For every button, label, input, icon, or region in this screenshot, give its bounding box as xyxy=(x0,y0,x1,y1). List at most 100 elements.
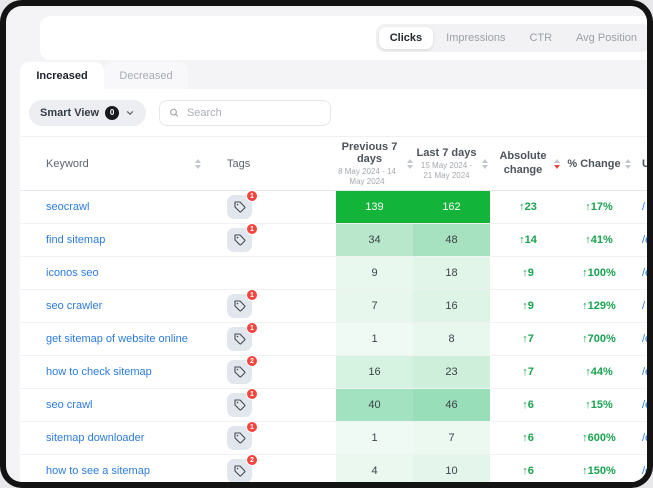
tag-count-badge: 1 xyxy=(246,223,258,235)
table-card: Smart View 0 Keyword Tags xyxy=(20,89,647,482)
tab-decreased[interactable]: Decreased xyxy=(104,62,188,89)
absolute-change-cell: ↑6 xyxy=(522,432,534,444)
smart-view-label: Smart View xyxy=(40,106,100,119)
last-value-cell: 162 xyxy=(413,191,490,223)
column-header-last[interactable]: Last 7 days 15 May 2024 - 21 May 2024 xyxy=(413,137,490,190)
url-link[interactable]: /en xyxy=(632,455,647,482)
tab-increased[interactable]: Increased xyxy=(20,62,104,89)
absolute-change-cell: ↑6 xyxy=(522,465,534,477)
tag-icon xyxy=(233,201,245,213)
tags-cell: 2 xyxy=(211,355,336,388)
last-header-label: Last 7 days xyxy=(416,146,477,159)
column-header-absolute-change[interactable]: Absolute change xyxy=(490,137,566,190)
keyword-link[interactable]: how to see a sitemap xyxy=(46,465,150,477)
url-link[interactable]: /en xyxy=(632,323,647,355)
last-value-cell: 10 xyxy=(413,455,490,482)
previous-value-cell: 1 xyxy=(336,323,413,355)
url-text: / xyxy=(642,201,646,213)
percent-change-cell: ↑15% xyxy=(585,399,613,411)
url-text: /en xyxy=(642,399,647,411)
percent-change-cell: ↑41% xyxy=(585,234,613,246)
toolbar: Clicks Impressions CTR Avg Position xyxy=(40,16,647,60)
keyword-link[interactable]: get sitemap of website online xyxy=(46,333,188,345)
tags-cell: 2 xyxy=(211,454,336,482)
sort-icon-keyword xyxy=(195,158,201,169)
absolute-change-cell: ↑7 xyxy=(522,366,534,378)
tag-button[interactable]: 2 xyxy=(227,355,258,384)
keyword-link[interactable]: seo crawl xyxy=(46,399,93,411)
percent-change-cell: ↑700% xyxy=(582,333,616,345)
absolute-change-cell: ↑7 xyxy=(522,333,534,345)
search-box xyxy=(159,99,332,126)
absolute-change-cell: ↑9 xyxy=(522,267,534,279)
last-header-range: 15 May 2024 - 21 May 2024 xyxy=(420,160,473,180)
keyword-link[interactable]: seo crawler xyxy=(46,300,103,312)
url-link[interactable]: /en xyxy=(632,224,647,256)
last-value-cell: 7 xyxy=(413,422,490,454)
smart-view-count-badge: 0 xyxy=(105,105,120,120)
tags-cell: 1 xyxy=(211,322,336,355)
search-icon xyxy=(170,108,179,117)
table-header: Keyword Tags Previous 7 days 8 May 2024 … xyxy=(20,136,647,191)
previous-header-label: Previous 7 days xyxy=(341,140,398,165)
table-row: iconos seo 9 18 ↑9 ↑100% /em xyxy=(20,257,647,290)
keyword-link[interactable]: how to check sitemap xyxy=(46,366,152,378)
column-header-percent-change[interactable]: % Change xyxy=(566,137,632,190)
url-link[interactable]: /en xyxy=(632,422,647,454)
percent-header-label: % Change xyxy=(567,157,621,170)
tag-button[interactable]: 1 xyxy=(227,388,258,417)
metric-tab-clicks[interactable]: Clicks xyxy=(378,27,434,49)
last-value-cell: 18 xyxy=(413,257,490,289)
sort-icon-previous xyxy=(407,158,413,169)
tag-count-badge: 1 xyxy=(246,289,258,301)
tag-button[interactable]: 2 xyxy=(227,454,258,482)
tags-cell xyxy=(211,257,336,289)
last-value-cell: 46 xyxy=(413,389,490,421)
keyword-link[interactable]: sitemap downloader xyxy=(46,432,145,444)
smart-view-dropdown[interactable]: Smart View 0 xyxy=(29,99,147,126)
absolute-change-cell: ↑6 xyxy=(522,399,534,411)
tag-count-badge: 1 xyxy=(246,190,258,202)
metric-tab-ctr[interactable]: CTR xyxy=(518,27,563,49)
metric-tab-avg-position[interactable]: Avg Position xyxy=(565,27,647,49)
tag-button[interactable]: 1 xyxy=(227,190,258,219)
keyword-header-label: Keyword xyxy=(46,157,89,170)
percent-change-cell: ↑44% xyxy=(585,366,613,378)
search-input[interactable] xyxy=(184,105,322,120)
url-link[interactable]: / xyxy=(632,191,647,223)
previous-value-cell: 40 xyxy=(336,389,413,421)
tag-button[interactable]: 1 xyxy=(227,421,258,450)
url-link[interactable]: / xyxy=(632,290,647,322)
tag-icon xyxy=(233,333,245,345)
column-header-url[interactable]: URL xyxy=(632,137,647,190)
column-header-previous[interactable]: Previous 7 days 8 May 2024 - 14 May 2024 xyxy=(336,137,413,190)
previous-value-cell: 7 xyxy=(336,290,413,322)
url-text: /en xyxy=(642,465,647,477)
url-link[interactable]: /em xyxy=(632,257,647,289)
previous-value-cell: 9 xyxy=(336,257,413,289)
tag-button[interactable]: 1 xyxy=(227,289,258,318)
column-header-tags: Tags xyxy=(211,137,336,190)
url-link[interactable]: /en xyxy=(632,356,647,388)
keyword-link[interactable]: seocrawl xyxy=(46,201,90,213)
keyword-link[interactable]: find sitemap xyxy=(46,234,106,246)
absolute-change-cell: ↑14 xyxy=(519,234,537,246)
metric-tab-impressions[interactable]: Impressions xyxy=(435,27,516,49)
tags-header-label: Tags xyxy=(227,157,251,170)
previous-header-range: 8 May 2024 - 14 May 2024 xyxy=(338,166,396,186)
column-header-keyword[interactable]: Keyword xyxy=(20,137,211,190)
previous-value-cell: 1 xyxy=(336,422,413,454)
tag-button[interactable]: 1 xyxy=(227,223,258,252)
tags-cell: 1 xyxy=(211,421,336,454)
url-text: /en xyxy=(642,333,647,345)
tag-count-badge: 2 xyxy=(246,454,258,466)
table-row: seo crawler 1 7 16 ↑9 ↑129% / xyxy=(20,289,647,323)
tag-button[interactable]: 1 xyxy=(227,322,258,351)
keyword-link[interactable]: iconos seo xyxy=(46,267,99,279)
table-row: sitemap downloader 1 1 7 ↑6 ↑600% /en xyxy=(20,421,647,455)
page-background: Clicks Impressions CTR Avg Position Increas… xyxy=(6,6,647,482)
percent-change-cell: ↑129% xyxy=(582,300,616,312)
previous-value-cell: 139 xyxy=(336,191,413,223)
tags-cell: 1 xyxy=(211,289,336,322)
url-link[interactable]: /en xyxy=(632,389,647,421)
